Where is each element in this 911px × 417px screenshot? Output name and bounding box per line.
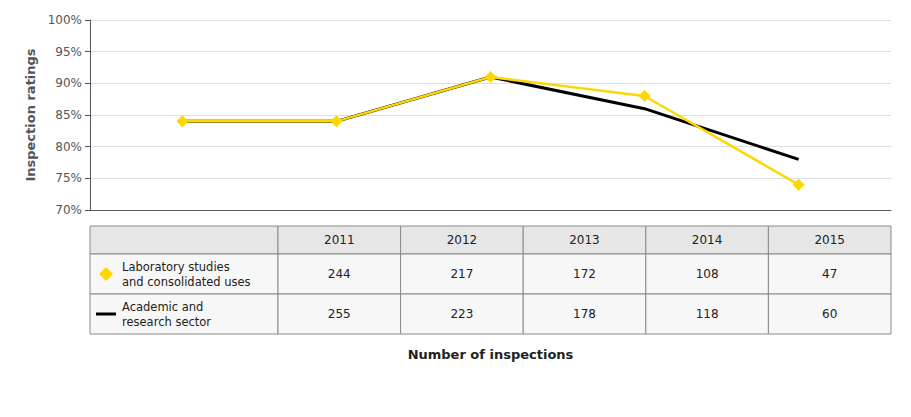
svg-text:2014: 2014 xyxy=(692,233,723,247)
svg-text:217: 217 xyxy=(450,267,473,281)
svg-text:Laboratory studies: Laboratory studies xyxy=(122,260,230,274)
svg-text:Academic and: Academic and xyxy=(122,300,203,314)
svg-text:100%: 100% xyxy=(48,13,82,27)
svg-text:172: 172 xyxy=(573,267,596,281)
svg-text:and consolidated uses: and consolidated uses xyxy=(122,275,251,289)
svg-text:118: 118 xyxy=(696,307,719,321)
svg-text:178: 178 xyxy=(573,307,596,321)
svg-text:2013: 2013 xyxy=(569,233,600,247)
svg-text:research sector: research sector xyxy=(122,315,211,329)
svg-text:47: 47 xyxy=(822,267,837,281)
svg-text:80%: 80% xyxy=(55,140,82,154)
svg-text:2011: 2011 xyxy=(324,233,355,247)
svg-text:70%: 70% xyxy=(55,203,82,217)
svg-text:255: 255 xyxy=(328,307,351,321)
svg-text:108: 108 xyxy=(696,267,719,281)
svg-text:2015: 2015 xyxy=(814,233,845,247)
svg-text:85%: 85% xyxy=(55,108,82,122)
svg-text:Inspection ratings: Inspection ratings xyxy=(23,48,38,181)
svg-text:90%: 90% xyxy=(55,76,82,90)
svg-text:2012: 2012 xyxy=(447,233,478,247)
svg-text:223: 223 xyxy=(450,307,473,321)
svg-text:60: 60 xyxy=(822,307,837,321)
svg-text:244: 244 xyxy=(328,267,351,281)
svg-text:Number of inspections: Number of inspections xyxy=(408,347,574,362)
svg-text:95%: 95% xyxy=(55,45,82,59)
svg-text:75%: 75% xyxy=(55,171,82,185)
